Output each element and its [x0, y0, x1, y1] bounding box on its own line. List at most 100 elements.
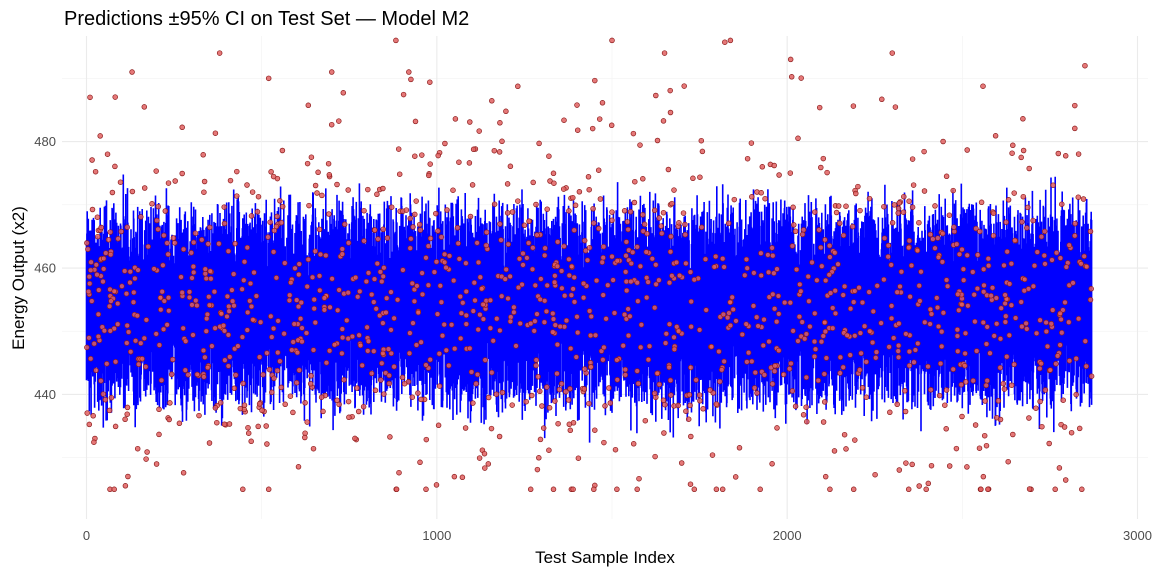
data-point [1000, 380, 1007, 387]
data-point [942, 402, 948, 408]
data-point [107, 251, 114, 258]
data-point [724, 314, 731, 321]
data-point [867, 328, 873, 334]
data-point [935, 235, 941, 241]
data-point [454, 225, 461, 231]
data-point [552, 322, 559, 328]
data-point [336, 118, 342, 124]
data-point [193, 297, 199, 304]
data-point [943, 426, 949, 432]
data-point [345, 335, 351, 342]
data-point [1026, 165, 1032, 172]
data-point [697, 174, 703, 180]
data-point [836, 220, 843, 227]
data-point [595, 167, 602, 173]
data-point [570, 286, 576, 292]
data-point [86, 335, 92, 341]
data-point [934, 304, 941, 311]
data-point [1072, 220, 1078, 227]
data-point [364, 324, 370, 331]
data-point [279, 203, 286, 210]
data-point [612, 446, 619, 453]
data-point [557, 323, 563, 330]
data-point [631, 199, 638, 206]
data-point [887, 409, 893, 416]
data-point [962, 350, 968, 357]
data-point [927, 306, 934, 313]
data-point [776, 347, 782, 354]
data-point [251, 269, 257, 276]
data-point [139, 356, 145, 362]
data-point [156, 431, 162, 438]
data-point [829, 305, 836, 311]
data-point [485, 461, 492, 467]
data-point [959, 413, 965, 420]
data-point [497, 221, 503, 227]
data-point [414, 283, 420, 289]
data-point [896, 467, 903, 473]
data-point [203, 328, 210, 334]
data-point [554, 239, 561, 245]
data-point [645, 356, 652, 363]
data-point [793, 266, 800, 273]
data-point [416, 221, 423, 228]
data-point [790, 204, 796, 211]
data-point [727, 322, 734, 329]
data-point [406, 350, 413, 357]
data-point [531, 328, 537, 334]
data-point [807, 323, 813, 330]
data-point [983, 341, 990, 347]
data-point [527, 486, 534, 493]
data-point [410, 320, 416, 326]
data-point [1080, 196, 1087, 202]
data-point [435, 228, 441, 234]
data-point [224, 293, 231, 300]
data-point [575, 455, 582, 461]
data-point [132, 275, 138, 282]
data-point [419, 291, 426, 298]
data-point [821, 399, 828, 405]
data-point [733, 318, 739, 324]
data-point [86, 421, 93, 428]
data-point [296, 271, 302, 278]
data-point [408, 76, 414, 83]
data-point [1020, 193, 1027, 200]
data-point [374, 191, 380, 198]
data-point [901, 193, 907, 200]
data-point [640, 176, 646, 182]
data-point [667, 249, 674, 255]
data-point [135, 361, 142, 368]
data-point [601, 344, 607, 351]
data-point [600, 357, 606, 363]
data-point [663, 331, 670, 337]
data-point [1030, 217, 1036, 224]
data-point [323, 252, 329, 259]
data-point [89, 206, 96, 213]
data-point [202, 354, 208, 361]
data-point [788, 360, 794, 367]
data-point [203, 315, 210, 322]
data-point [475, 259, 482, 266]
data-point [194, 302, 200, 309]
data-point [852, 288, 858, 294]
data-point [1002, 300, 1008, 307]
data-point [316, 273, 323, 279]
data-point [98, 224, 104, 231]
data-point [463, 260, 469, 266]
data-point [1021, 287, 1028, 294]
data-point [165, 180, 172, 186]
data-point [897, 283, 903, 290]
data-point [378, 377, 384, 383]
data-point [483, 242, 489, 249]
data-point [765, 252, 771, 258]
data-point [653, 92, 659, 99]
data-point [574, 102, 580, 108]
data-point [580, 294, 587, 301]
data-point [87, 94, 93, 101]
data-point [859, 299, 866, 306]
data-point [953, 445, 960, 452]
data-point [90, 413, 96, 419]
data-point [295, 464, 302, 470]
data-point [295, 303, 302, 310]
data-point [359, 362, 365, 369]
